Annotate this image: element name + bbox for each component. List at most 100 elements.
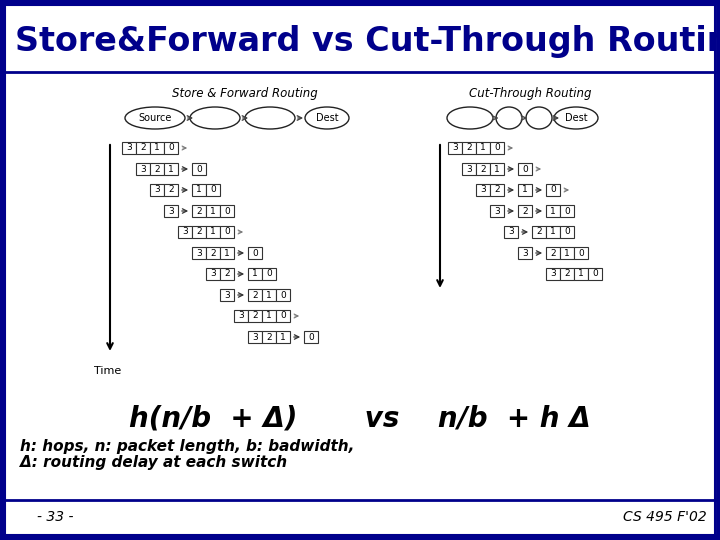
Bar	[560, 205, 574, 217]
Text: 3: 3	[494, 206, 500, 215]
Bar	[220, 289, 234, 301]
Bar	[518, 184, 532, 196]
Bar	[164, 184, 178, 196]
Text: 0: 0	[280, 291, 286, 300]
Bar	[192, 247, 206, 259]
Text: 2: 2	[140, 144, 146, 152]
Text: 0: 0	[280, 312, 286, 321]
Bar	[248, 331, 262, 343]
Bar	[248, 247, 262, 259]
Text: 0: 0	[308, 333, 314, 341]
Ellipse shape	[496, 107, 522, 129]
Bar	[220, 247, 234, 259]
Text: 2: 2	[564, 269, 570, 279]
Text: 1: 1	[196, 186, 202, 194]
Bar	[164, 205, 178, 217]
Bar	[150, 184, 164, 196]
Bar	[574, 247, 588, 259]
Text: 2: 2	[196, 206, 202, 215]
Text: 3: 3	[480, 186, 486, 194]
Text: 2: 2	[224, 269, 230, 279]
Bar	[136, 142, 150, 154]
Text: 0: 0	[522, 165, 528, 173]
Bar	[560, 268, 574, 280]
Text: 2: 2	[154, 165, 160, 173]
Text: 1: 1	[480, 144, 486, 152]
Text: 2: 2	[494, 186, 500, 194]
Text: Store&Forward vs Cut-Through Routing: Store&Forward vs Cut-Through Routing	[15, 25, 720, 58]
Bar	[248, 289, 262, 301]
Bar	[448, 142, 462, 154]
Text: 3: 3	[210, 269, 216, 279]
Text: Source: Source	[138, 113, 171, 123]
Bar	[192, 205, 206, 217]
Bar	[546, 247, 560, 259]
Bar	[206, 205, 220, 217]
Text: 0: 0	[550, 186, 556, 194]
Text: 1: 1	[224, 248, 230, 258]
Bar	[178, 226, 192, 238]
Text: 3: 3	[126, 144, 132, 152]
Ellipse shape	[305, 107, 349, 129]
Bar	[262, 289, 276, 301]
Bar	[206, 226, 220, 238]
Text: 1: 1	[578, 269, 584, 279]
Text: 0: 0	[224, 227, 230, 237]
Bar	[122, 142, 136, 154]
Text: 3: 3	[452, 144, 458, 152]
Text: 1: 1	[266, 291, 272, 300]
Bar	[234, 310, 248, 322]
Text: Dest: Dest	[564, 113, 588, 123]
Bar	[164, 142, 178, 154]
Bar	[504, 226, 518, 238]
Bar	[490, 205, 504, 217]
Text: 1: 1	[564, 248, 570, 258]
Text: 3: 3	[550, 269, 556, 279]
Text: 0: 0	[564, 206, 570, 215]
Bar	[192, 226, 206, 238]
Ellipse shape	[554, 107, 598, 129]
Text: 3: 3	[252, 333, 258, 341]
Bar	[192, 163, 206, 175]
Bar	[476, 142, 490, 154]
Text: 3: 3	[522, 248, 528, 258]
Bar	[150, 142, 164, 154]
Bar	[588, 268, 602, 280]
Bar	[276, 289, 290, 301]
Text: 2: 2	[550, 248, 556, 258]
Text: 3: 3	[182, 227, 188, 237]
Bar	[276, 310, 290, 322]
Ellipse shape	[447, 107, 493, 129]
Bar	[220, 226, 234, 238]
Bar	[462, 142, 476, 154]
Bar	[546, 184, 560, 196]
Text: 0: 0	[592, 269, 598, 279]
Bar	[560, 247, 574, 259]
Bar	[546, 205, 560, 217]
Bar	[304, 331, 318, 343]
Bar	[518, 247, 532, 259]
Text: CS 495 F'02: CS 495 F'02	[623, 510, 707, 524]
Text: 1: 1	[266, 312, 272, 321]
Text: 0: 0	[564, 227, 570, 237]
Ellipse shape	[245, 107, 295, 129]
Text: 2: 2	[252, 312, 258, 321]
Text: 2: 2	[266, 333, 272, 341]
Ellipse shape	[526, 107, 552, 129]
Bar	[248, 268, 262, 280]
Text: 2: 2	[480, 165, 486, 173]
Text: 1: 1	[252, 269, 258, 279]
Text: 3: 3	[466, 165, 472, 173]
Text: 1: 1	[154, 144, 160, 152]
Text: h(n/b  + Δ)       vs    n/b  + h Δ: h(n/b + Δ) vs n/b + h Δ	[129, 404, 591, 432]
Bar	[476, 184, 490, 196]
Ellipse shape	[125, 107, 185, 129]
Text: 1: 1	[550, 227, 556, 237]
Bar	[546, 268, 560, 280]
Bar	[262, 268, 276, 280]
Text: 0: 0	[266, 269, 272, 279]
Text: 0: 0	[252, 248, 258, 258]
Text: 2: 2	[168, 186, 174, 194]
Bar	[532, 226, 546, 238]
Bar	[462, 163, 476, 175]
